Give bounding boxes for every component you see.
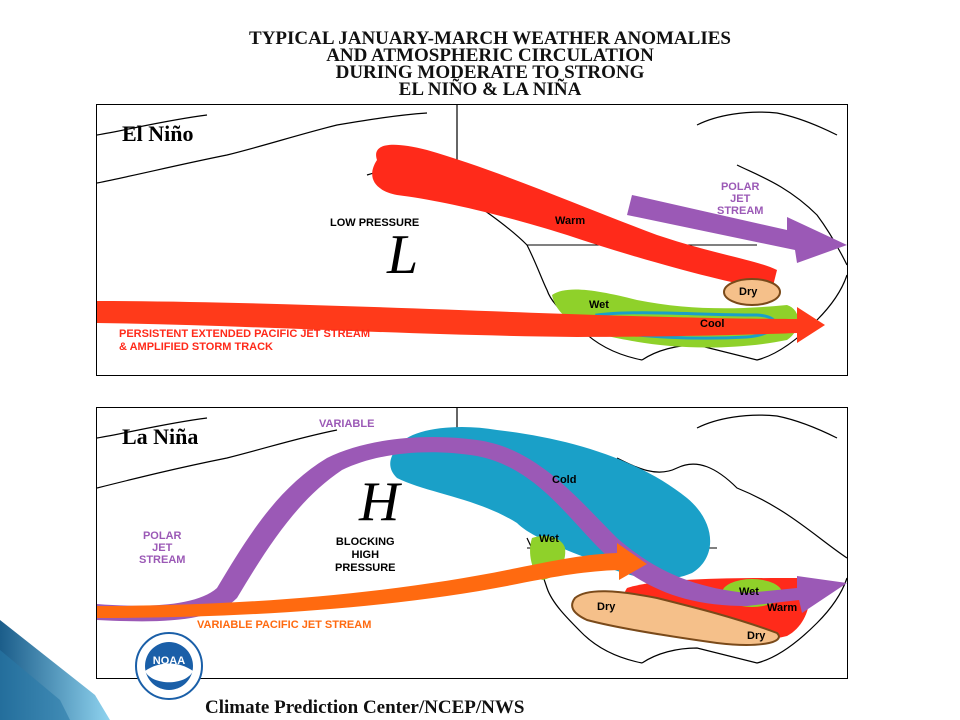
pacific-jet-line: PERSISTENT EXTENDED PACIFIC JET STREAM	[119, 328, 370, 340]
polar-jet-arrow	[97, 437, 847, 622]
pacific-jet-arrow	[97, 543, 647, 618]
map-title: TYPICAL JANUARY-MARCH WEATHER ANOMALIES …	[150, 28, 830, 100]
pacific-jet-label: PERSISTENT EXTENDED PACIFIC JET STREAM &…	[119, 328, 370, 354]
panel-title: La Niña	[122, 424, 199, 449]
low-pressure-label: LOW PRESSURE	[330, 217, 420, 229]
polar-jet-label: POLAR JET STREAM	[139, 530, 185, 566]
polar-jet-arrow	[627, 195, 847, 263]
cold-anomaly-region	[390, 427, 711, 580]
variable-label: VARIABLE	[319, 418, 375, 430]
pacific-jet-line: & AMPLIFIED STORM TRACK	[119, 341, 273, 353]
cool-label: Cool	[700, 318, 725, 330]
blocking-line: HIGH	[351, 549, 380, 561]
blocking-line: BLOCKING	[335, 536, 395, 548]
elnino-map-panel: El Niño LOW PRESSURE L POLAR JET STREAM …	[96, 104, 848, 376]
title-line: AND ATMOSPHERIC CIRCULATION	[326, 45, 654, 66]
wet-west-label: Wet	[539, 533, 559, 545]
dry-anomaly-region	[571, 590, 780, 646]
pacific-jet-arrow	[97, 301, 825, 343]
dry-label: Dry	[739, 286, 758, 298]
polar-jet-line: JET	[152, 542, 173, 554]
lanina-map-panel: La Niña VARIABLE Cold H BLOCKING HIGH PR…	[96, 407, 848, 679]
panel-title: El Niño	[122, 121, 194, 146]
warm-label: Warm	[767, 602, 798, 614]
polar-jet-label: POLAR JET STREAM	[717, 181, 763, 217]
corner-decoration	[0, 620, 110, 720]
wet-label: Wet	[589, 299, 609, 311]
warm-label: Warm	[555, 215, 586, 227]
polar-jet-line: POLAR	[142, 530, 182, 542]
blocking-high-label: BLOCKING HIGH PRESSURE	[335, 536, 396, 575]
noaa-logo-text: NOAA	[153, 655, 185, 667]
dry-anomaly-region	[723, 278, 781, 306]
warm-anomaly-region	[372, 144, 777, 290]
low-pressure-symbol: L	[387, 224, 419, 286]
wet-east-label: Wet	[739, 586, 759, 598]
noaa-logo: NOAA	[135, 632, 203, 700]
polar-jet-line: POLAR	[720, 181, 760, 193]
title-line: DURING MODERATE TO STRONG	[335, 62, 645, 83]
title-line: TYPICAL JANUARY-MARCH WEATHER ANOMALIES	[249, 28, 731, 49]
dry-west-label: Dry	[597, 601, 616, 613]
credit-line: Climate Prediction Center/NCEP/NWS	[205, 697, 525, 718]
high-pressure-symbol: H	[359, 471, 400, 533]
elnino-map	[97, 105, 847, 361]
lanina-map	[97, 408, 847, 664]
polar-jet-line: JET	[730, 193, 751, 205]
pacific-jet-label: VARIABLE PACIFIC JET STREAM	[197, 619, 372, 631]
polar-jet-line: STREAM	[717, 205, 764, 217]
cold-label: Cold	[552, 474, 577, 486]
polar-jet-line: STREAM	[139, 554, 186, 566]
dry-east-label: Dry	[747, 630, 766, 642]
blocking-line: PRESSURE	[335, 562, 396, 574]
title-line: EL NIÑO & LA NIÑA	[398, 79, 582, 100]
